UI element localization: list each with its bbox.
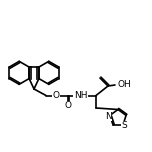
Text: O: O [64,102,71,111]
Text: O: O [52,91,59,100]
Text: OH: OH [117,80,131,89]
Text: N: N [105,112,112,121]
Text: S: S [121,121,127,130]
Text: NH: NH [74,91,87,100]
